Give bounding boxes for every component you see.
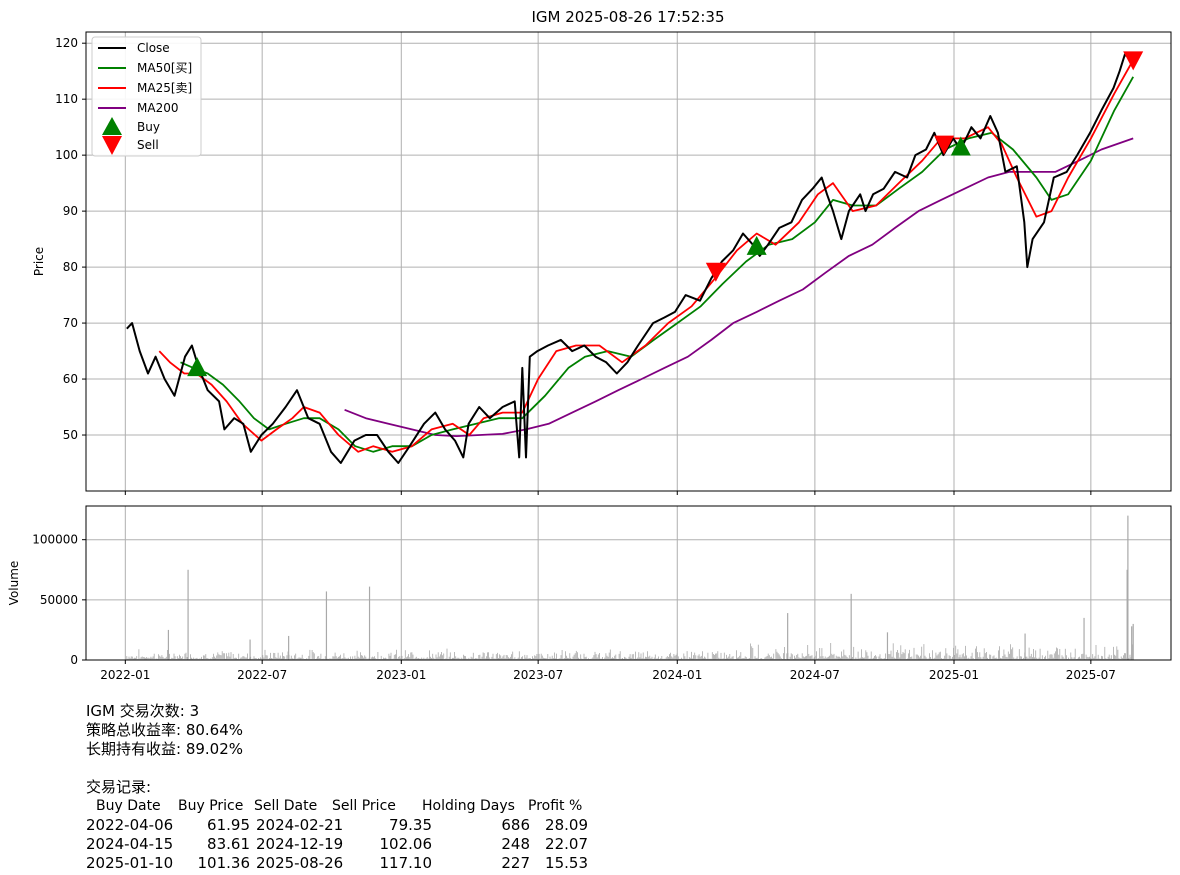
legend-label: Buy (137, 120, 160, 134)
sell-date: 2024-02-21 (256, 816, 344, 834)
y-tick-label: 100 (55, 148, 78, 162)
price-panel: 50 60 70 80 90 100 110 120 Price (32, 31, 1172, 495)
x-tick-label: 2025-07 (1066, 668, 1116, 682)
y-tick-label: 0 (70, 653, 78, 667)
sell-price: 102.06 (379, 835, 433, 853)
y-tick-label: 80 (63, 260, 78, 274)
buy-date: 2024-04-15 (86, 835, 174, 853)
trade-row: 2024-04-15 83.61 2024-12-19 102.06 248 2… (86, 835, 588, 854)
series-line-ma25 (158, 59, 1134, 453)
profit: 22.07 (545, 835, 588, 853)
header-profit: Profit % (528, 798, 583, 814)
y-tick-label: 50 (63, 428, 78, 442)
trade-row: 2025-01-10 101.36 2025-08-26 117.10 227 … (86, 854, 588, 873)
legend-label: MA50[买] (137, 61, 192, 75)
x-tick-label: 2022-07 (237, 668, 287, 682)
buy-date: 2022-04-06 (86, 816, 174, 834)
legend-label: Sell (137, 138, 159, 152)
buy-hold-return: 长期持有收益: 89.02% (86, 740, 244, 758)
x-tick-label: 2024-01 (652, 668, 702, 682)
buy-marker (746, 235, 767, 255)
holding-days: 227 (501, 854, 530, 872)
legend-box (91, 36, 202, 157)
x-tick-label: 2023-01 (376, 668, 426, 682)
strategy-stats: IGM 交易次数: 3 策略总收益率: 80.64% 长期持有收益: 89.02… (86, 702, 243, 759)
sell-price: 79.35 (389, 816, 432, 834)
profit: 15.53 (545, 854, 588, 872)
buy-price: 101.36 (197, 854, 251, 872)
buy-marker (950, 136, 971, 156)
trade-records: 交易记录: Buy Date Buy Price Sell Date Sell … (86, 778, 588, 873)
price-axes-frame (85, 31, 1172, 492)
buy-price: 83.61 (207, 835, 250, 853)
y-tick-label: 90 (63, 204, 78, 218)
series-line-close (126, 53, 1134, 464)
profit: 28.09 (545, 816, 588, 834)
legend-label: Close (137, 41, 170, 55)
sell-marker (705, 262, 726, 282)
chart-title: IGM 2025-08-26 17:52:35 (531, 8, 724, 26)
legend-label: MA25[卖] (137, 81, 192, 95)
buy-date: 2025-01-10 (86, 854, 174, 872)
legend-buy-marker (102, 117, 122, 135)
chart-legend: Close MA50[买] MA25[卖] MA200 Buy Sell (91, 36, 202, 157)
x-tick-label: 2023-07 (513, 668, 563, 682)
y-tick-label: 70 (63, 316, 78, 330)
header-sell-date: Sell Date (254, 798, 318, 814)
sell-marker (1123, 51, 1144, 71)
trade-records-title: 交易记录: (86, 778, 152, 796)
y-tick-label: 100000 (32, 533, 78, 547)
sell-date: 2024-12-19 (256, 835, 344, 853)
trade-table-header: Buy Date Buy Price Sell Date Sell Price … (86, 797, 588, 816)
x-tick-label: 2022-01 (100, 668, 150, 682)
trade-row: 2022-04-06 61.95 2024-02-21 79.35 686 28… (86, 816, 588, 835)
legend-label: MA200 (137, 101, 178, 115)
holding-days: 686 (501, 816, 530, 834)
sell-date: 2025-08-26 (256, 854, 344, 872)
strategy-return: 策略总收益率: 80.64% (86, 721, 244, 739)
y-tick-label: 120 (55, 36, 78, 50)
trade-count: IGM 交易次数: 3 (86, 702, 200, 720)
chart-figure: IGM 2025-08-26 17:52:35 50 60 70 80 90 100 110… (7, 8, 1172, 682)
buy-marker (187, 357, 208, 377)
y-tick-label: 60 (63, 372, 78, 386)
sell-marker (934, 135, 955, 155)
series-line-ma50 (180, 76, 1134, 453)
volume-panel: 2022-01 2022-07 2023-01 2023-07 2024-01 2024-… (7, 505, 1172, 682)
header-holding-days: Holding Days (422, 798, 515, 814)
y-tick-label: 110 (55, 92, 78, 106)
header-buy-date: Buy Date (96, 798, 161, 814)
header-sell-price: Sell Price (332, 798, 396, 814)
series-line-ma200 (344, 137, 1134, 437)
legend-sell-marker (102, 136, 122, 155)
buy-price: 61.95 (207, 816, 250, 834)
x-tick-label: 2024-07 (790, 668, 840, 682)
header-buy-price: Buy Price (178, 798, 244, 814)
y-axis-label: Price (32, 247, 46, 276)
volume-axes-frame (85, 505, 1172, 661)
x-tick-label: 2025-01 (929, 668, 979, 682)
sell-price: 117.10 (379, 854, 433, 872)
volume-axis-label: Volume (7, 561, 21, 606)
holding-days: 248 (501, 835, 530, 853)
y-tick-label: 50000 (40, 593, 78, 607)
